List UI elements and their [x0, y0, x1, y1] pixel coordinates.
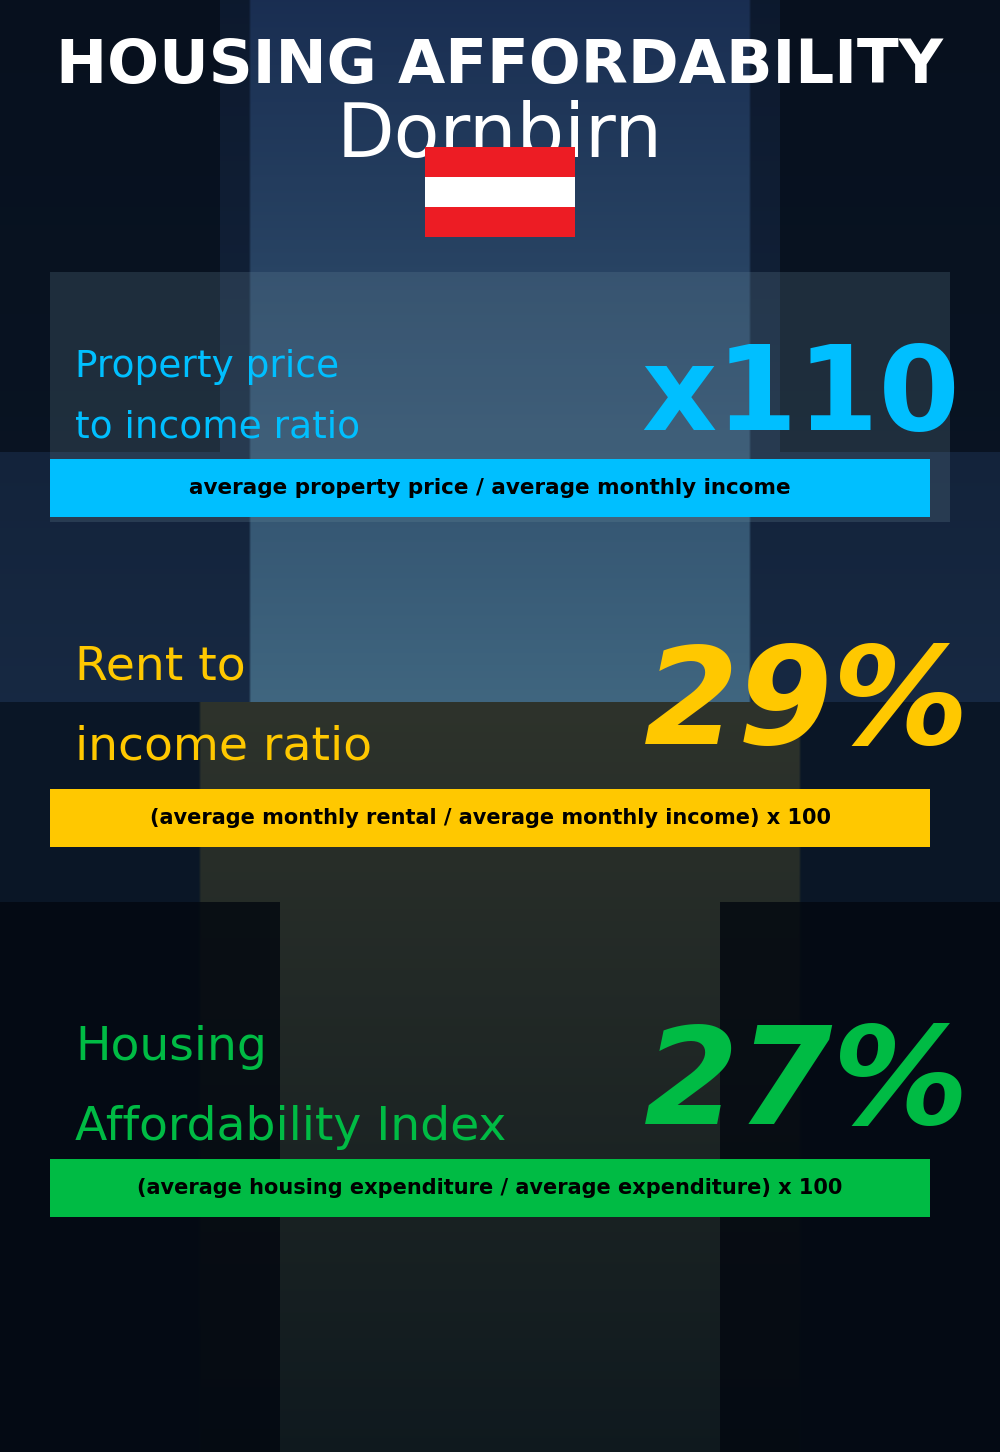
Text: 27%: 27% — [644, 1022, 970, 1153]
Bar — [720, 902, 1000, 1452]
Text: x110: x110 — [641, 340, 960, 454]
Bar — [50, 459, 930, 517]
Text: income ratio: income ratio — [75, 725, 372, 770]
Bar — [0, 0, 250, 902]
Text: Housing: Housing — [75, 1025, 267, 1070]
Text: Rent to: Rent to — [75, 645, 246, 690]
Bar — [50, 1159, 930, 1217]
Bar — [425, 208, 575, 237]
Bar — [0, 902, 280, 1452]
Text: (average housing expenditure / average expenditure) x 100: (average housing expenditure / average e… — [137, 1178, 843, 1198]
Bar — [50, 788, 930, 847]
Bar — [425, 147, 575, 177]
Text: Dornbirn: Dornbirn — [337, 100, 663, 173]
Bar — [0, 0, 220, 452]
Text: HOUSING AFFORDABILITY: HOUSING AFFORDABILITY — [56, 38, 944, 96]
Text: Property price: Property price — [75, 348, 339, 385]
Text: (average monthly rental / average monthly income) x 100: (average monthly rental / average monthl… — [150, 807, 830, 828]
Bar — [425, 177, 575, 208]
Bar — [50, 272, 950, 523]
Bar — [750, 0, 1000, 902]
Text: Affordability Index: Affordability Index — [75, 1105, 506, 1150]
Bar — [780, 0, 1000, 452]
Bar — [250, 0, 750, 902]
Text: average property price / average monthly income: average property price / average monthly… — [189, 478, 791, 498]
Text: 29%: 29% — [644, 642, 970, 772]
Text: to income ratio: to income ratio — [75, 409, 360, 444]
